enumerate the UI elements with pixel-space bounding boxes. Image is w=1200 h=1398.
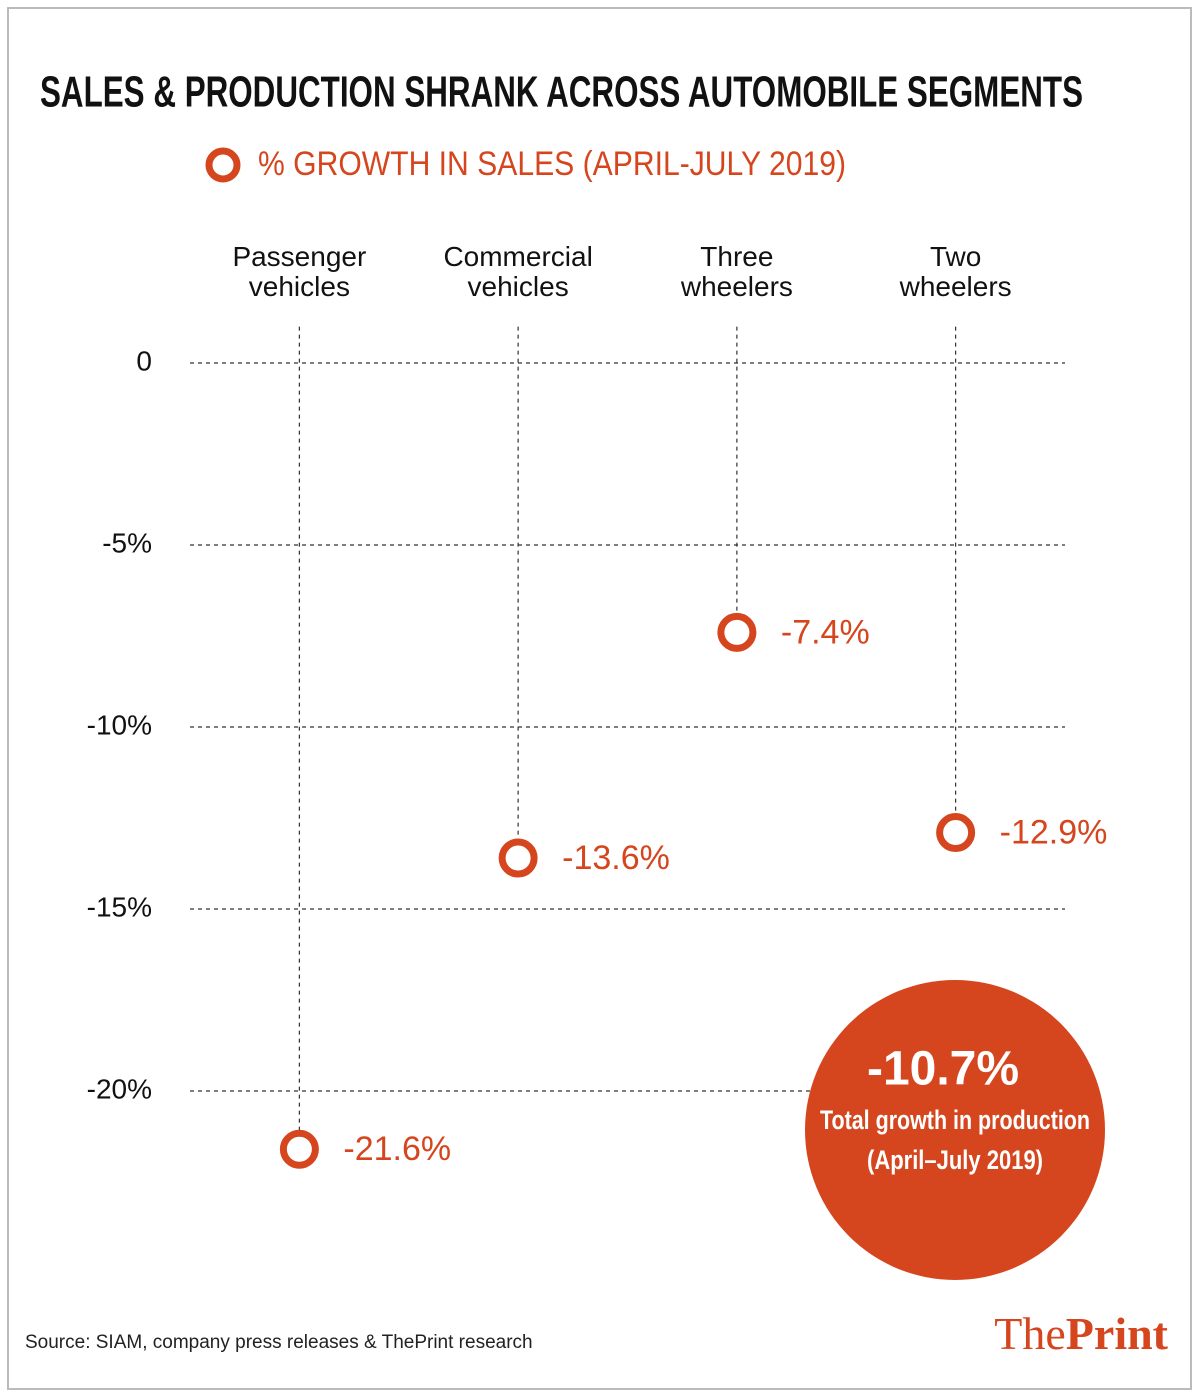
- chart-title: SALES & PRODUCTION SHRANK ACROSS AUTOMOB…: [40, 68, 1083, 117]
- y-tick-label: -20%: [87, 1073, 152, 1104]
- data-label: -21.6%: [343, 1130, 451, 1168]
- y-tick-label: -5%: [102, 527, 152, 558]
- annotation-subtext: (April–July 2019): [867, 1145, 1043, 1175]
- annotation-circle: [805, 980, 1105, 1280]
- y-tick-label: -15%: [87, 891, 152, 922]
- logo-second: Print: [1066, 1308, 1169, 1359]
- dot: [498, 838, 538, 878]
- legend-marker: [205, 147, 241, 183]
- y-tick-label: 0: [136, 345, 152, 376]
- source: Source: SIAM, company press releases & T…: [25, 1332, 533, 1353]
- category-label: Three wheelers: [680, 241, 793, 302]
- dot: [936, 813, 976, 853]
- legend-label: % GROWTH IN SALES (APRIL-JULY 2019): [258, 145, 846, 183]
- annotation-text: Total growth in production: [820, 1105, 1090, 1135]
- data-label: -13.6%: [562, 839, 670, 877]
- y-tick-label: -10%: [87, 709, 152, 740]
- category-label: Passenger vehicles: [232, 241, 367, 302]
- data-label: -12.9%: [1000, 814, 1108, 852]
- annotation-value: -10.7%: [867, 1043, 1019, 1096]
- logo-first: The: [994, 1308, 1066, 1359]
- logo: ThePrint: [994, 1308, 1168, 1359]
- data-label: -7.4%: [781, 613, 870, 651]
- frame: [7, 7, 1192, 1390]
- dot: [279, 1129, 319, 1169]
- dot: [717, 612, 757, 652]
- category-label: Two wheelers: [899, 241, 1012, 302]
- category-label: Commercial vehicles: [443, 241, 593, 302]
